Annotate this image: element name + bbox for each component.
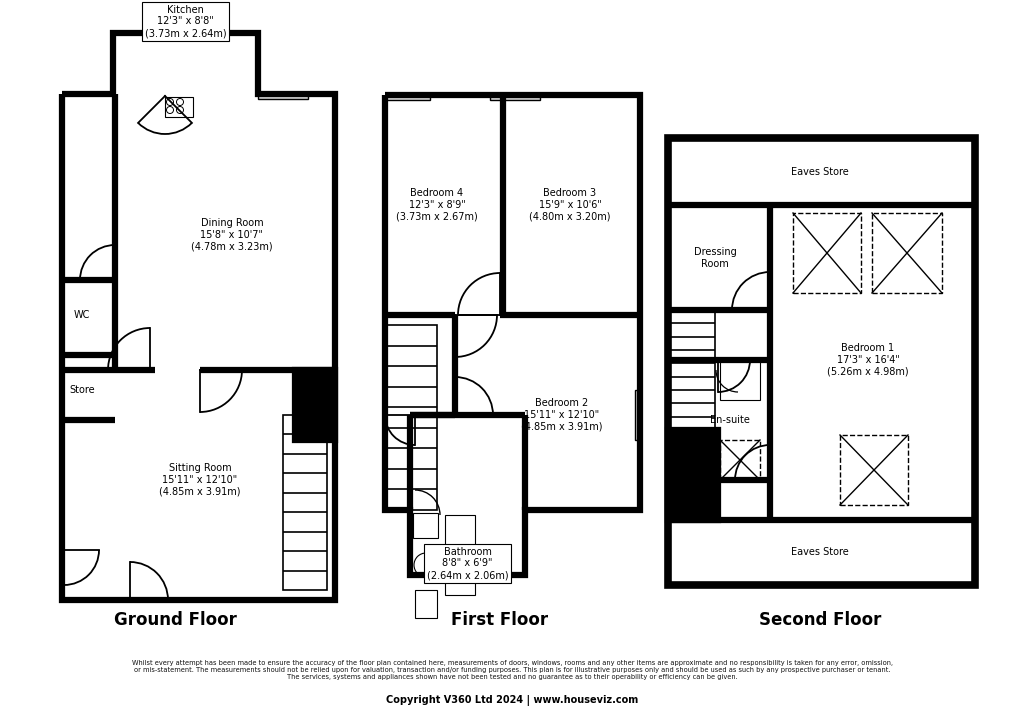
Text: Bathroom
8'8" x 6'9"
(2.64m x 2.06m): Bathroom 8'8" x 6'9" (2.64m x 2.06m) [427, 547, 508, 580]
Text: Copyright V360 Ltd 2024 | www.houseviz.com: Copyright V360 Ltd 2024 | www.houseviz.c… [386, 695, 638, 706]
Bar [840, 435, 908, 505]
Bar [720, 360, 760, 400]
Bar [490, 95, 540, 100]
Bar [668, 138, 975, 585]
Bar [635, 390, 640, 440]
Bar [283, 415, 327, 590]
Text: Sitting Room
15'11" x 12'10"
(4.85m x 3.91m): Sitting Room 15'11" x 12'10" (4.85m x 3.… [160, 463, 241, 497]
Bar [165, 97, 193, 117]
Text: Bedroom 3
15'9" x 10'6"
(4.80m x 3.20m): Bedroom 3 15'9" x 10'6" (4.80m x 3.20m) [529, 189, 610, 222]
Text: Ground Floor: Ground Floor [114, 611, 237, 629]
Bar [295, 370, 335, 440]
Text: WC: WC [74, 310, 90, 320]
Text: Store: Store [70, 385, 95, 395]
Bar [668, 430, 718, 520]
Text: Bedroom 2
15'11" x 12'10"
(4.85m x 3.91m): Bedroom 2 15'11" x 12'10" (4.85m x 3.91m… [521, 398, 603, 432]
Bar [670, 310, 715, 430]
Text: Whilst every attempt has been made to ensure the accuracy of the floor plan cont: Whilst every attempt has been made to en… [131, 660, 893, 680]
Text: Bedroom 4
12'3" x 8'9"
(3.73m x 2.67m): Bedroom 4 12'3" x 8'9" (3.73m x 2.67m) [396, 189, 478, 222]
Text: Kitchen
12'3" x 8'8"
(3.73m x 2.64m): Kitchen 12'3" x 8'8" (3.73m x 2.64m) [144, 5, 226, 38]
Text: Dining Room
15'8" x 10'7"
(4.78m x 3.23m): Dining Room 15'8" x 10'7" (4.78m x 3.23m… [191, 218, 272, 252]
Bar [872, 213, 942, 293]
Bar [413, 513, 438, 538]
Text: Bedroom 1
17'3" x 16'4"
(5.26m x 4.98m): Bedroom 1 17'3" x 16'4" (5.26m x 4.98m) [827, 343, 909, 377]
Bar [258, 94, 308, 99]
Bar [445, 515, 475, 595]
Text: First Floor: First Floor [452, 611, 549, 629]
Text: Eaves Store: Eaves Store [792, 167, 849, 177]
Bar [695, 462, 717, 492]
Bar [385, 95, 430, 100]
Bar [415, 590, 437, 618]
Bar [387, 325, 437, 510]
Text: Dressing
Room: Dressing Room [693, 247, 736, 269]
Bar [793, 213, 861, 293]
Bar [720, 440, 760, 480]
Text: Eaves Store: Eaves Store [792, 547, 849, 557]
Text: Second Floor: Second Floor [759, 611, 882, 629]
Text: En-suite: En-suite [710, 415, 750, 425]
